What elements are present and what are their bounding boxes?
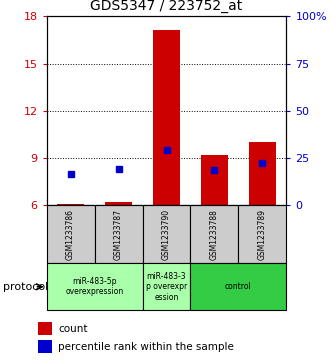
Bar — [47, 205, 95, 263]
Bar — [238, 205, 286, 263]
Text: control: control — [225, 282, 252, 291]
Bar — [38, 322, 52, 335]
Bar — [190, 205, 238, 263]
Text: miR-483-3
p overexpr
ession: miR-483-3 p overexpr ession — [146, 272, 187, 302]
Bar — [143, 263, 190, 310]
Bar — [57, 204, 84, 205]
Text: GSM1233790: GSM1233790 — [162, 209, 171, 260]
Text: count: count — [58, 323, 88, 334]
Title: GDS5347 / 223752_at: GDS5347 / 223752_at — [90, 0, 243, 13]
Bar — [105, 202, 132, 205]
Bar — [143, 205, 190, 263]
Text: GSM1233787: GSM1233787 — [114, 209, 123, 260]
Bar — [38, 340, 52, 353]
Bar — [95, 205, 143, 263]
Text: GSM1233789: GSM1233789 — [258, 209, 267, 260]
Text: percentile rank within the sample: percentile rank within the sample — [58, 342, 234, 352]
Bar — [249, 142, 276, 205]
Text: GSM1233788: GSM1233788 — [210, 209, 219, 260]
Bar — [190, 263, 286, 310]
Bar — [201, 155, 228, 205]
Text: protocol: protocol — [3, 282, 49, 292]
Bar — [47, 263, 143, 310]
Text: miR-483-5p
overexpression: miR-483-5p overexpression — [66, 277, 124, 297]
Bar — [153, 30, 180, 205]
Text: GSM1233786: GSM1233786 — [66, 209, 75, 260]
